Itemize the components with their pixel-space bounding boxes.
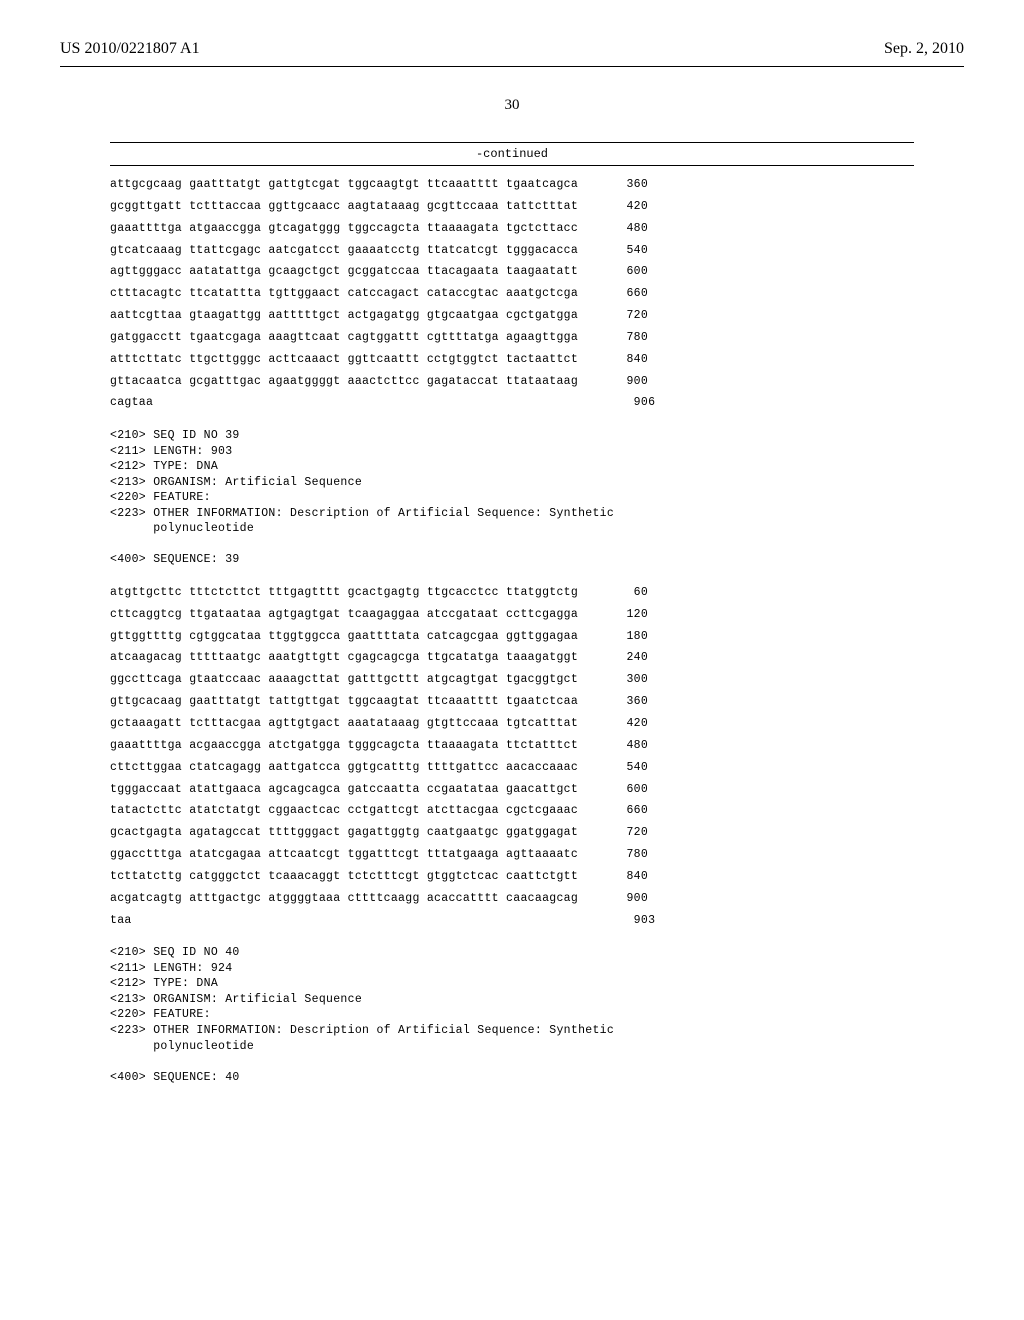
sequence-line: taa 903: [110, 910, 914, 932]
sequence-position: 660: [608, 800, 648, 822]
sequence-line: gcggttgatt tctttaccaa ggttgcaacc aagtata…: [110, 196, 914, 218]
sequence-line: attgcgcaag gaatttatgt gattgtcgat tggcaag…: [110, 174, 914, 196]
sequence-position: 240: [608, 647, 648, 669]
sequence-position: 840: [608, 866, 648, 888]
sequence-position: 903: [615, 910, 655, 932]
page-header: US 2010/0221807 A1 Sep. 2, 2010: [60, 40, 964, 58]
sequence-text: tcttatcttg catgggctct tcaaacaggt tctcttt…: [110, 866, 578, 888]
sequence-text: atcaagacag tttttaatgc aaatgttgtt cgagcag…: [110, 647, 578, 669]
sequence-text: ggccttcaga gtaatccaac aaaagcttat gatttgc…: [110, 669, 578, 691]
sequence-line: gttacaatca gcgatttgac agaatggggt aaactct…: [110, 371, 914, 393]
sequence-line: tcttatcttg catgggctct tcaaacaggt tctcttt…: [110, 866, 914, 888]
sequence-meta-1: <210> SEQ ID NO 39 <211> LENGTH: 903 <21…: [110, 428, 914, 568]
sequence-position: 420: [608, 196, 648, 218]
sequence-text: gttggttttg cgtggcataa ttggtggcca gaatttt…: [110, 626, 578, 648]
sequence-position: 600: [608, 779, 648, 801]
sequence-line: acgatcagtg atttgactgc atggggtaaa cttttca…: [110, 888, 914, 910]
publication-date: Sep. 2, 2010: [884, 40, 964, 58]
continued-rule-bottom: [110, 165, 914, 166]
sequence-position: 480: [608, 735, 648, 757]
sequence-position: 780: [608, 327, 648, 349]
sequence-position: 660: [608, 283, 648, 305]
continued-rule-top: [110, 142, 914, 143]
sequence-position: 60: [608, 582, 648, 604]
sequence-position: 780: [608, 844, 648, 866]
sequence-position: 300: [608, 669, 648, 691]
sequence-line: atcaagacag tttttaatgc aaatgttgtt cgagcag…: [110, 647, 914, 669]
sequence-text: gttacaatca gcgatttgac agaatggggt aaactct…: [110, 371, 578, 393]
sequence-position: 720: [608, 305, 648, 327]
sequence-text: aattcgttaa gtaagattgg aatttttgct actgaga…: [110, 305, 578, 327]
sequence-text: tgggaccaat atattgaaca agcagcagca gatccaa…: [110, 779, 578, 801]
publication-number: US 2010/0221807 A1: [60, 40, 200, 58]
sequence-text: gctaaagatt tctttacgaa agttgtgact aaatata…: [110, 713, 578, 735]
page-number: 30: [60, 97, 964, 114]
sequence-line: gttgcacaag gaatttatgt tattgttgat tggcaag…: [110, 691, 914, 713]
sequence-text: tatactcttc atatctatgt cggaactcac cctgatt…: [110, 800, 578, 822]
sequence-position: 360: [608, 691, 648, 713]
sequence-line: gttggttttg cgtggcataa ttggtggcca gaatttt…: [110, 626, 914, 648]
sequence-position: 720: [608, 822, 648, 844]
sequence-text: ctttacagtc ttcatattta tgttggaact catccag…: [110, 283, 578, 305]
sequence-text: attgcgcaag gaatttatgt gattgtcgat tggcaag…: [110, 174, 578, 196]
sequence-position: 540: [608, 757, 648, 779]
header-rule: [60, 66, 964, 67]
sequence-text: cttcaggtcg ttgataataa agtgagtgat tcaagag…: [110, 604, 578, 626]
sequence-line: gaaattttga acgaaccgga atctgatgga tgggcag…: [110, 735, 914, 757]
sequence-position: 360: [608, 174, 648, 196]
sequence-position: 480: [608, 218, 648, 240]
sequence-block-2: atgttgcttc tttctcttct tttgagtttt gcactga…: [110, 582, 914, 932]
sequence-block-1: attgcgcaag gaatttatgt gattgtcgat tggcaag…: [110, 174, 914, 414]
sequence-line: atgttgcttc tttctcttct tttgagtttt gcactga…: [110, 582, 914, 604]
sequence-line: atttcttatc ttgcttgggc acttcaaact ggttcaa…: [110, 349, 914, 371]
sequence-position: 540: [608, 240, 648, 262]
sequence-text: cagtaa: [110, 392, 585, 414]
sequence-position: 900: [608, 371, 648, 393]
sequence-line: gaaattttga atgaaccgga gtcagatggg tggccag…: [110, 218, 914, 240]
sequence-line: tgggaccaat atattgaaca agcagcagca gatccaa…: [110, 779, 914, 801]
sequence-position: 180: [608, 626, 648, 648]
sequence-text: gtcatcaaag ttattcgagc aatcgatcct gaaaatc…: [110, 240, 578, 262]
sequence-line: ggacctttga atatcgagaa attcaatcgt tggattt…: [110, 844, 914, 866]
sequence-text: gcggttgatt tctttaccaa ggttgcaacc aagtata…: [110, 196, 578, 218]
sequence-text: cttcttggaa ctatcagagg aattgatcca ggtgcat…: [110, 757, 578, 779]
sequence-text: gttgcacaag gaatttatgt tattgttgat tggcaag…: [110, 691, 578, 713]
sequence-text: atttcttatc ttgcttgggc acttcaaact ggttcaa…: [110, 349, 578, 371]
sequence-line: gatggacctt tgaatcgaga aaagttcaat cagtgga…: [110, 327, 914, 349]
sequence-line: cttcaggtcg ttgataataa agtgagtgat tcaagag…: [110, 604, 914, 626]
sequence-position: 120: [608, 604, 648, 626]
sequence-text: gaaattttga acgaaccgga atctgatgga tgggcag…: [110, 735, 578, 757]
sequence-text: gcactgagta agatagccat ttttgggact gagattg…: [110, 822, 578, 844]
sequence-position: 906: [615, 392, 655, 414]
sequence-text: acgatcagtg atttgactgc atggggtaaa cttttca…: [110, 888, 578, 910]
continued-label: -continued: [60, 147, 964, 161]
sequence-line: agttgggacc aatatattga gcaagctgct gcggatc…: [110, 261, 914, 283]
sequence-meta-2: <210> SEQ ID NO 40 <211> LENGTH: 924 <21…: [110, 945, 914, 1085]
sequence-position: 900: [608, 888, 648, 910]
sequence-text: ggacctttga atatcgagaa attcaatcgt tggattt…: [110, 844, 578, 866]
sequence-text: gatggacctt tgaatcgaga aaagttcaat cagtgga…: [110, 327, 578, 349]
sequence-line: ctttacagtc ttcatattta tgttggaact catccag…: [110, 283, 914, 305]
sequence-position: 600: [608, 261, 648, 283]
sequence-text: agttgggacc aatatattga gcaagctgct gcggatc…: [110, 261, 578, 283]
sequence-line: cagtaa 906: [110, 392, 914, 414]
sequence-line: ggccttcaga gtaatccaac aaaagcttat gatttgc…: [110, 669, 914, 691]
sequence-text: taa: [110, 910, 585, 932]
sequence-position: 840: [608, 349, 648, 371]
sequence-line: aattcgttaa gtaagattgg aatttttgct actgaga…: [110, 305, 914, 327]
sequence-line: tatactcttc atatctatgt cggaactcac cctgatt…: [110, 800, 914, 822]
sequence-text: gaaattttga atgaaccgga gtcagatggg tggccag…: [110, 218, 578, 240]
sequence-line: gtcatcaaag ttattcgagc aatcgatcct gaaaatc…: [110, 240, 914, 262]
sequence-line: cttcttggaa ctatcagagg aattgatcca ggtgcat…: [110, 757, 914, 779]
sequence-text: atgttgcttc tttctcttct tttgagtttt gcactga…: [110, 582, 578, 604]
sequence-line: gcactgagta agatagccat ttttgggact gagattg…: [110, 822, 914, 844]
sequence-position: 420: [608, 713, 648, 735]
sequence-line: gctaaagatt tctttacgaa agttgtgact aaatata…: [110, 713, 914, 735]
